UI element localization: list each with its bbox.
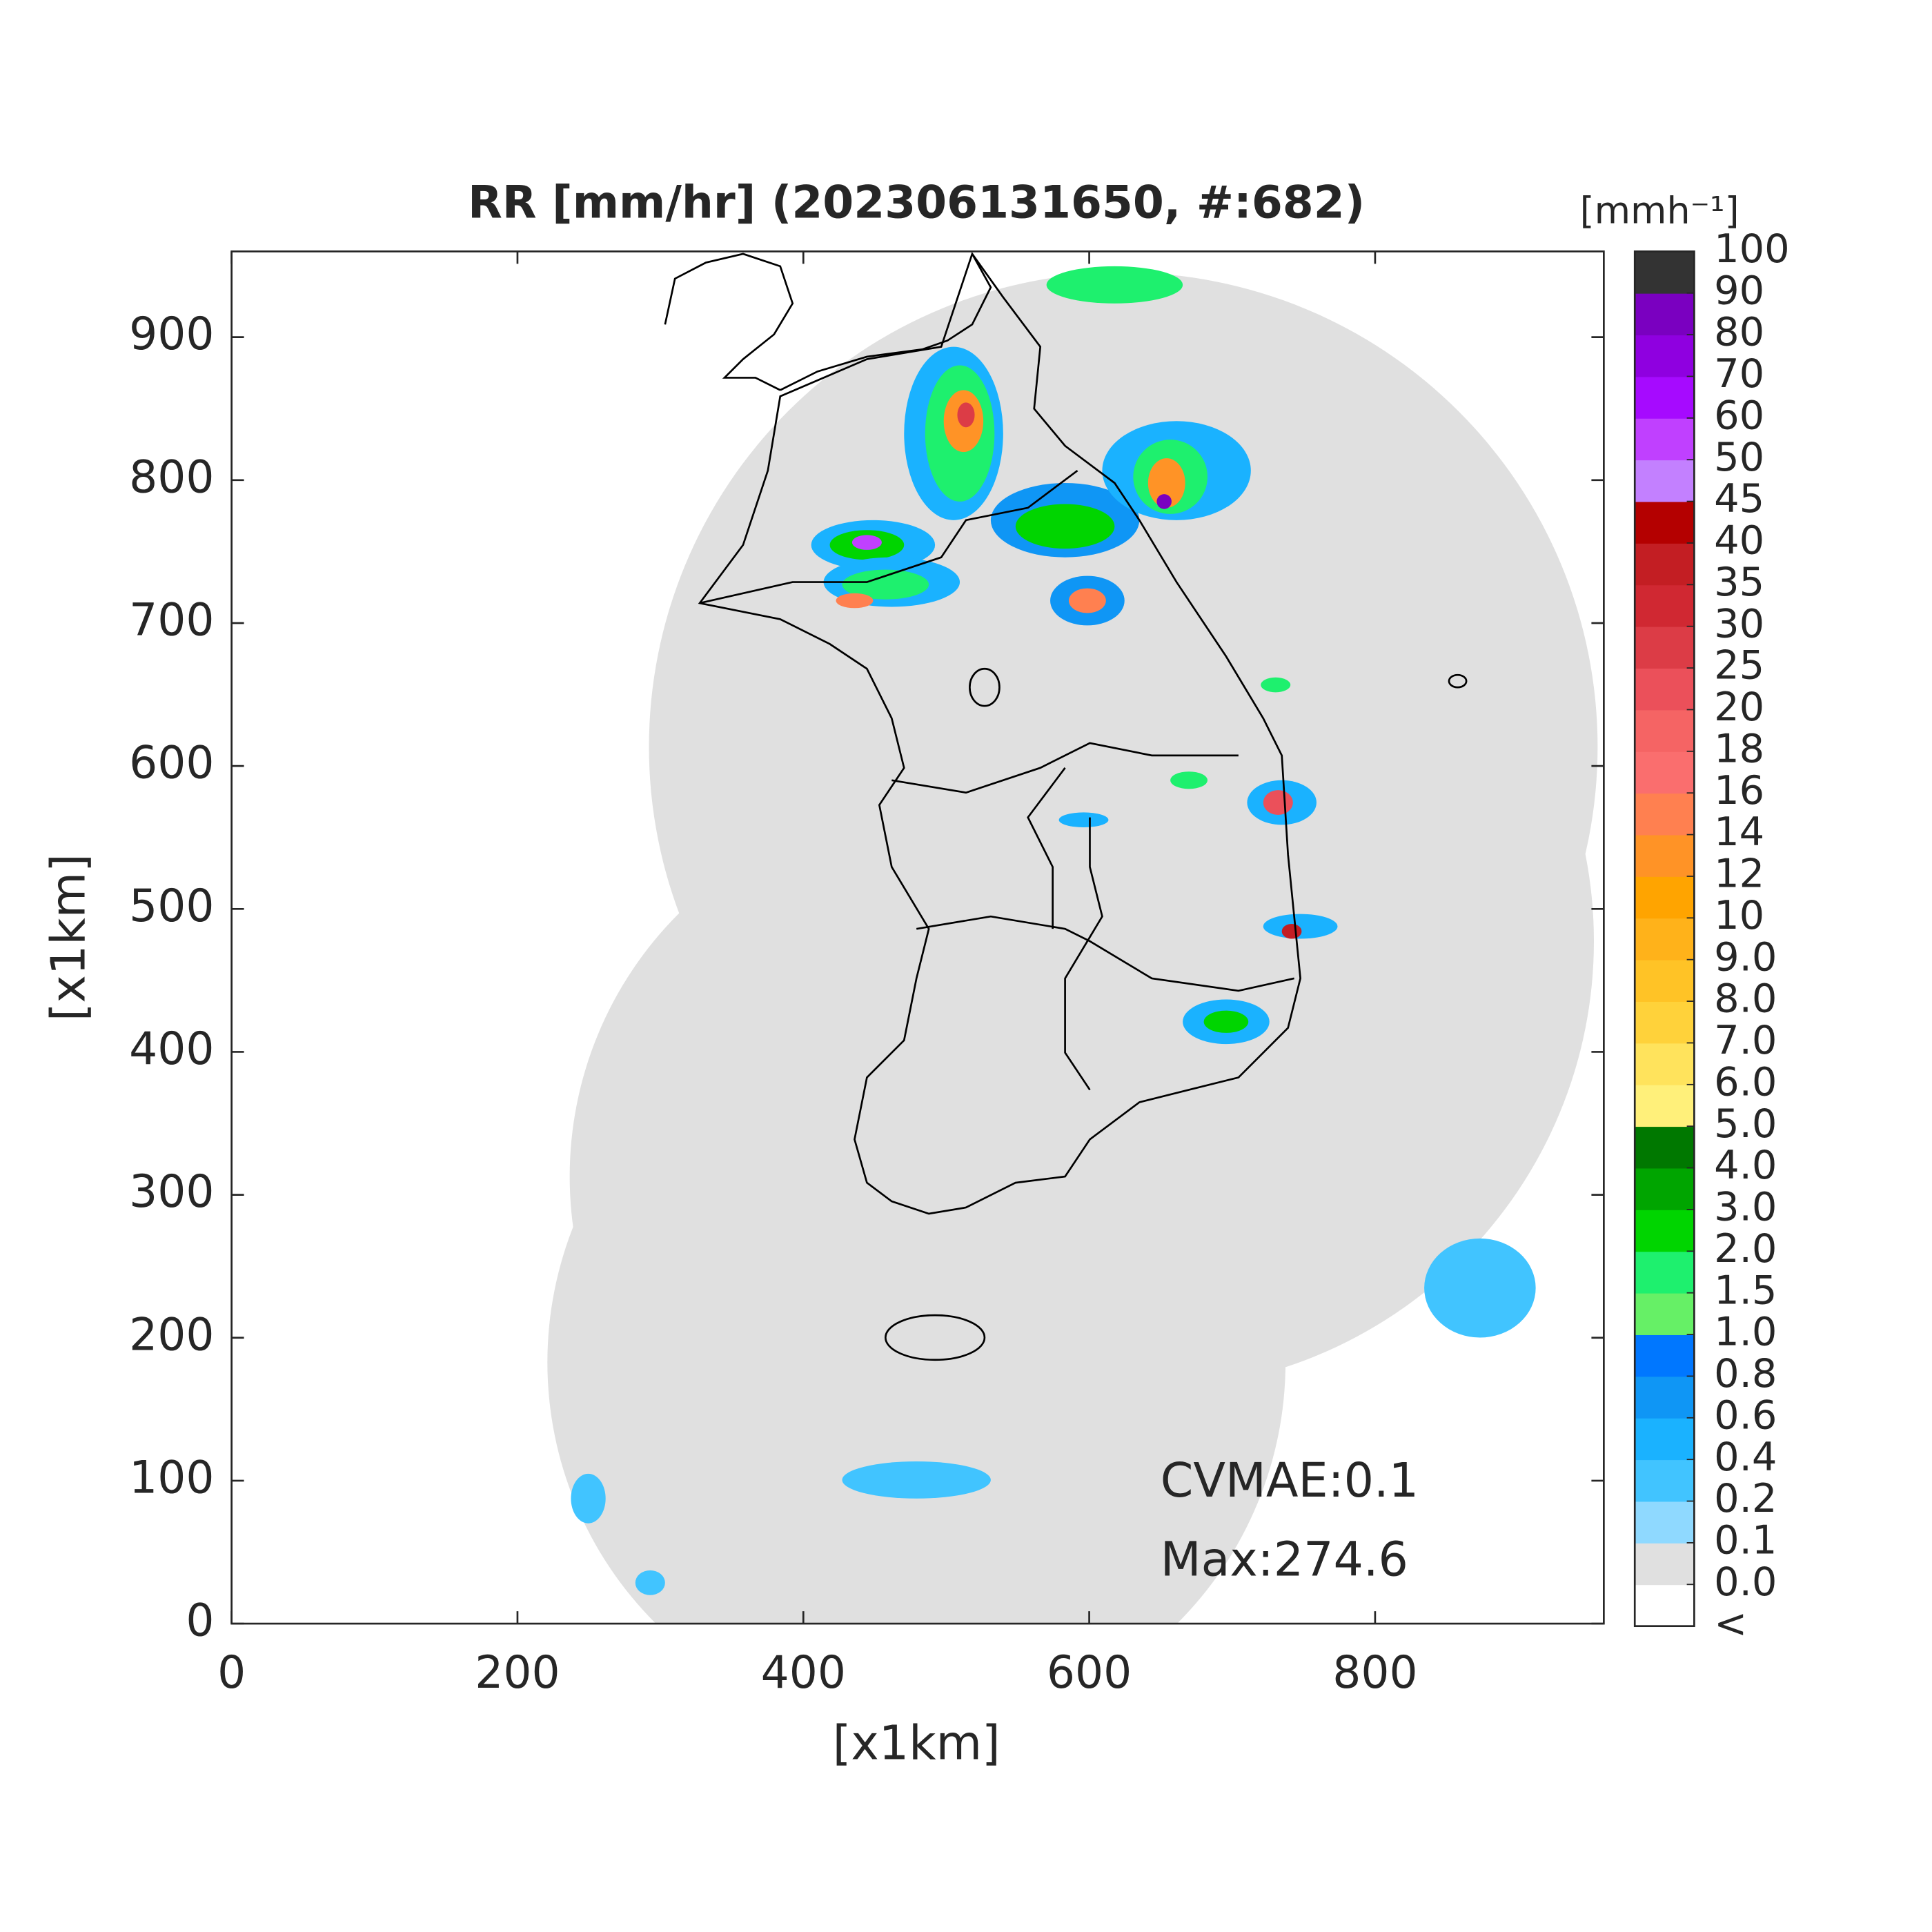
radar-coverage [547, 272, 1598, 1624]
colorbar-segment [1635, 335, 1695, 377]
y-tick-label: 400 [129, 1023, 214, 1075]
colorbar-segment [1635, 1251, 1695, 1294]
colorbar-segment [1635, 1501, 1695, 1544]
colorbar-segment [1635, 1001, 1695, 1044]
colorbar-segment [1635, 293, 1695, 336]
colorbar-tick-label: 0.4 [1714, 1434, 1777, 1480]
colorbar-segment [1635, 1417, 1695, 1461]
colorbar-tick-label: 9.0 [1714, 934, 1777, 980]
colorbar-segment [1635, 542, 1695, 586]
colorbar-segment [1635, 1126, 1695, 1169]
colorbar-under-label: < [1714, 1600, 1747, 1646]
colorbar-segment [1635, 709, 1695, 752]
colorbar-segment [1635, 376, 1695, 419]
colorbar-segment [1635, 1167, 1695, 1210]
colorbar-segment [1635, 1376, 1695, 1419]
colorbar-tick-label: 45 [1714, 475, 1764, 522]
colorbar-tick-label: 12 [1714, 851, 1764, 897]
colorbar-tick-label: 18 [1714, 725, 1764, 771]
colorbar-tick-label: 0.1 [1714, 1517, 1777, 1564]
colorbar-segment [1635, 626, 1695, 669]
colorbar-tick-label: 8.0 [1714, 976, 1777, 1022]
colorbar-segment [1635, 918, 1695, 960]
colorbar-segment [1635, 793, 1695, 836]
colorbar-segment [1635, 876, 1695, 919]
colorbar-tick-label: 14 [1714, 809, 1764, 855]
colorbar-segment [1635, 1334, 1695, 1377]
x-tick-label: 600 [1047, 1647, 1132, 1699]
colorbar-segment [1635, 834, 1695, 877]
colorbar-tick-label: 90 [1714, 267, 1764, 313]
colorbar-segment [1635, 959, 1695, 1002]
axes-box [230, 250, 1605, 1625]
y-tick-label: 300 [129, 1166, 214, 1218]
colorbar-tick-label: 1.5 [1714, 1267, 1777, 1313]
colorbar-segment [1635, 417, 1695, 461]
x-tick-label: 400 [761, 1647, 846, 1699]
colorbar-segment [1635, 1084, 1695, 1127]
x-tick-label: 200 [475, 1647, 560, 1699]
colorbar-tick-label: 2.0 [1714, 1225, 1777, 1272]
colorbar-segment [1635, 1459, 1695, 1502]
y-tick-label: 500 [129, 880, 214, 932]
annotation: CVMAE:0.1 [1161, 1454, 1419, 1508]
y-tick-label: 700 [129, 595, 214, 647]
colorbar-tick-label: 3.0 [1714, 1184, 1777, 1230]
precipitation [571, 266, 1536, 1595]
colorbar-segment [1635, 584, 1695, 627]
colorbar-tick-label: 60 [1714, 392, 1764, 438]
colorbar-tick-label: 4.0 [1714, 1142, 1777, 1188]
colorbar-tick-label: 0.0 [1714, 1559, 1777, 1605]
y-tick-label: 800 [129, 451, 214, 503]
chart-title: RR [mm/hr] (202306131650, #:682) [468, 177, 1365, 229]
colorbar-segment [1635, 751, 1695, 794]
colorbar-tick-label: 0.6 [1714, 1392, 1777, 1438]
colorbar-segment [1635, 1584, 1695, 1627]
colorbar-segment [1635, 1043, 1695, 1085]
colorbar-segment [1635, 460, 1695, 502]
colorbar-tick-label: 5.0 [1714, 1101, 1777, 1147]
colorbar-segment [1635, 501, 1695, 544]
colorbar-tick-label: 30 [1714, 600, 1764, 647]
colorbar-tick-label: 40 [1714, 518, 1764, 564]
colorbar-segment [1635, 1542, 1695, 1586]
colorbar-tick-label: 1.0 [1714, 1309, 1777, 1355]
x-tick-label: 0 [217, 1647, 246, 1699]
colorbar-tick-label: 20 [1714, 684, 1764, 730]
coastline [664, 252, 1468, 1361]
colorbar-segment [1635, 251, 1695, 294]
colorbar-tick-label: 10 [1714, 892, 1764, 938]
radar-map [547, 252, 1598, 1624]
colorbar-tick-label: 35 [1714, 559, 1764, 605]
x-tick-label: 800 [1332, 1647, 1417, 1699]
colorbar-tick-label: 6.0 [1714, 1058, 1777, 1105]
y-tick-label: 600 [129, 738, 214, 789]
colorbar-tick-label: 70 [1714, 351, 1764, 397]
annotation: Max:274.6 [1161, 1533, 1408, 1588]
y-tick-label: 900 [129, 308, 214, 360]
colorbar-segment [1635, 1209, 1695, 1252]
colorbar-tick-label: 80 [1714, 309, 1764, 355]
colorbar-tick-label: 100 [1714, 226, 1790, 272]
colorbar-tick-label: 50 [1714, 434, 1764, 480]
colorbar-segment [1635, 1292, 1695, 1335]
y-tick-label: 200 [129, 1309, 214, 1361]
colorbar-frame [1633, 250, 1695, 1628]
colorbar-tick-label: 25 [1714, 642, 1764, 689]
y-tick-label: 0 [186, 1595, 214, 1647]
y-tick-label: 100 [129, 1452, 214, 1504]
colorbar-tick-label: 0.2 [1714, 1475, 1777, 1521]
x-axis-label: [x1km] [833, 1716, 1000, 1771]
colorbar-tick-label: 16 [1714, 767, 1764, 814]
y-axis-label: [x1km] [42, 854, 97, 1021]
colorbar-label: [mmh⁻¹] [1580, 188, 1739, 232]
colorbar-tick-label: 0.8 [1714, 1350, 1777, 1397]
colorbar-tick-label: 7.0 [1714, 1017, 1777, 1063]
colorbar-segment [1635, 668, 1695, 711]
